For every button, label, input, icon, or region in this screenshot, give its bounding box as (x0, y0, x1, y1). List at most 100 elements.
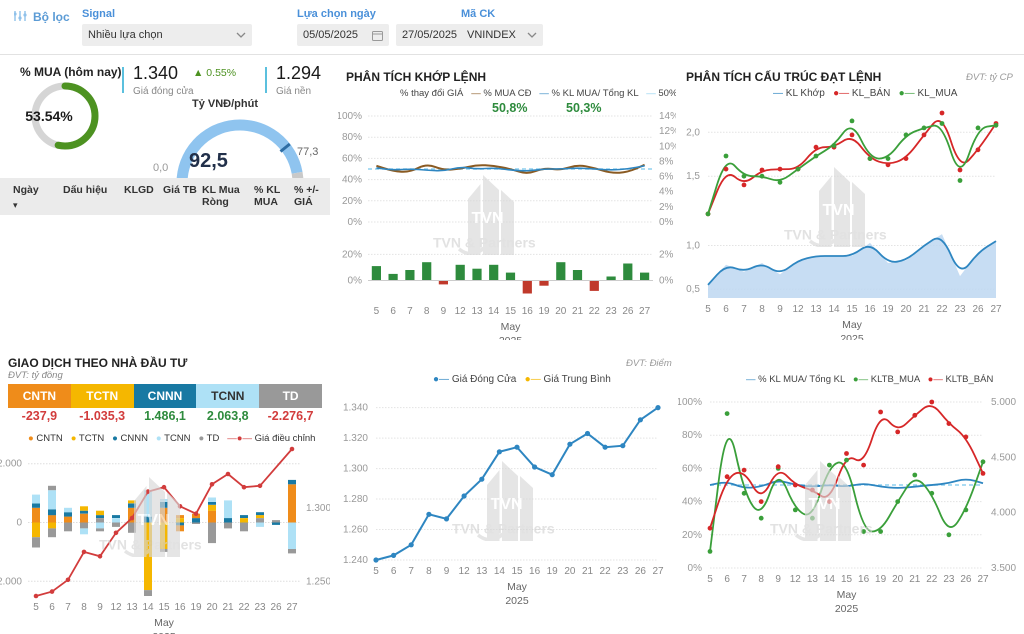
svg-text:14: 14 (142, 602, 154, 613)
svg-text:1.260: 1.260 (343, 525, 368, 536)
svg-text:19: 19 (538, 306, 550, 317)
svg-text:27: 27 (977, 574, 989, 585)
svg-text:5: 5 (705, 304, 711, 315)
svg-text:12: 12 (792, 304, 804, 315)
svg-text:19: 19 (882, 304, 894, 315)
svg-text:2%: 2% (659, 249, 674, 260)
svg-text:0%: 0% (659, 276, 674, 287)
svg-text:20: 20 (206, 602, 218, 613)
svg-text:14: 14 (488, 306, 500, 317)
svg-text:0,5: 0,5 (686, 284, 700, 295)
svg-text:6: 6 (391, 566, 397, 577)
svg-text:15: 15 (511, 566, 523, 577)
svg-text:40%: 40% (342, 175, 362, 186)
svg-text:13: 13 (810, 304, 822, 315)
svg-text:May: May (507, 581, 528, 593)
svg-text:20: 20 (892, 574, 904, 585)
svg-text:4.500: 4.500 (991, 452, 1016, 463)
svg-text:1.300: 1.300 (306, 503, 330, 514)
svg-text:16: 16 (522, 306, 534, 317)
svg-text:23: 23 (617, 566, 629, 577)
svg-text:23: 23 (943, 574, 955, 585)
svg-text:100%: 100% (678, 397, 702, 408)
svg-text:2025: 2025 (505, 595, 529, 607)
svg-text:1.280: 1.280 (343, 494, 368, 505)
svg-text:80%: 80% (682, 430, 702, 441)
svg-text:26: 26 (960, 574, 972, 585)
svg-text:7: 7 (741, 574, 747, 585)
svg-text:21: 21 (918, 304, 930, 315)
svg-text:22: 22 (238, 602, 250, 613)
svg-text:6%: 6% (659, 172, 674, 183)
svg-text:12: 12 (790, 574, 802, 585)
svg-text:13: 13 (807, 574, 819, 585)
svg-text:2025: 2025 (499, 335, 523, 340)
svg-text:27: 27 (990, 304, 1002, 315)
svg-text:15: 15 (846, 304, 858, 315)
svg-text:1,0: 1,0 (686, 241, 700, 252)
svg-text:27: 27 (286, 602, 298, 613)
svg-text:13: 13 (471, 306, 483, 317)
svg-text:12: 12 (459, 566, 471, 577)
svg-text:100%: 100% (338, 112, 362, 122)
svg-text:26: 26 (270, 602, 282, 613)
svg-text:19: 19 (190, 602, 202, 613)
svg-text:20%: 20% (342, 196, 362, 207)
svg-text:12%: 12% (659, 126, 676, 137)
svg-text:23: 23 (954, 304, 966, 315)
svg-text:26: 26 (972, 304, 984, 315)
svg-text:6: 6 (390, 306, 396, 317)
svg-text:23: 23 (606, 306, 618, 317)
svg-text:8%: 8% (659, 156, 674, 167)
svg-text:-2.000: -2.000 (0, 576, 22, 587)
svg-text:7: 7 (65, 602, 71, 613)
svg-text:8: 8 (759, 304, 765, 315)
svg-text:12: 12 (110, 602, 122, 613)
svg-text:1.240: 1.240 (343, 555, 368, 566)
svg-text:26: 26 (635, 566, 647, 577)
svg-text:0%: 0% (348, 276, 363, 287)
svg-text:26: 26 (622, 306, 634, 317)
svg-text:15: 15 (505, 306, 517, 317)
svg-text:8: 8 (424, 306, 430, 317)
svg-text:13: 13 (476, 566, 488, 577)
svg-text:May: May (501, 321, 522, 333)
svg-text:27: 27 (652, 566, 664, 577)
svg-text:9: 9 (97, 602, 103, 613)
svg-text:2025: 2025 (835, 603, 859, 615)
svg-text:May: May (154, 617, 175, 629)
svg-text:10%: 10% (659, 141, 676, 152)
svg-text:4.000: 4.000 (991, 508, 1016, 519)
svg-text:14: 14 (828, 304, 840, 315)
svg-text:16: 16 (174, 602, 186, 613)
svg-text:9: 9 (441, 306, 447, 317)
svg-text:23: 23 (254, 602, 266, 613)
svg-text:60%: 60% (342, 153, 362, 164)
svg-text:20: 20 (900, 304, 912, 315)
svg-text:8: 8 (426, 566, 432, 577)
svg-text:15: 15 (841, 574, 853, 585)
svg-text:20%: 20% (342, 249, 362, 260)
svg-text:0: 0 (16, 518, 22, 529)
svg-text:15: 15 (158, 602, 170, 613)
svg-text:20: 20 (555, 306, 567, 317)
svg-text:21: 21 (222, 602, 234, 613)
svg-text:22: 22 (926, 574, 938, 585)
svg-text:May: May (837, 589, 858, 601)
svg-text:13: 13 (126, 602, 138, 613)
svg-text:22: 22 (936, 304, 948, 315)
svg-text:21: 21 (572, 306, 584, 317)
svg-text:3.500: 3.500 (991, 563, 1016, 574)
svg-text:2,0: 2,0 (686, 127, 700, 138)
svg-text:22: 22 (600, 566, 612, 577)
svg-text:16: 16 (529, 566, 541, 577)
svg-text:16: 16 (858, 574, 870, 585)
svg-text:7: 7 (741, 304, 747, 315)
svg-text:4%: 4% (659, 187, 674, 198)
svg-text:14: 14 (494, 566, 506, 577)
svg-text:14%: 14% (659, 112, 676, 122)
svg-text:27: 27 (639, 306, 651, 317)
svg-text:22: 22 (589, 306, 601, 317)
svg-text:1.250: 1.250 (306, 576, 330, 587)
svg-text:7: 7 (408, 566, 414, 577)
